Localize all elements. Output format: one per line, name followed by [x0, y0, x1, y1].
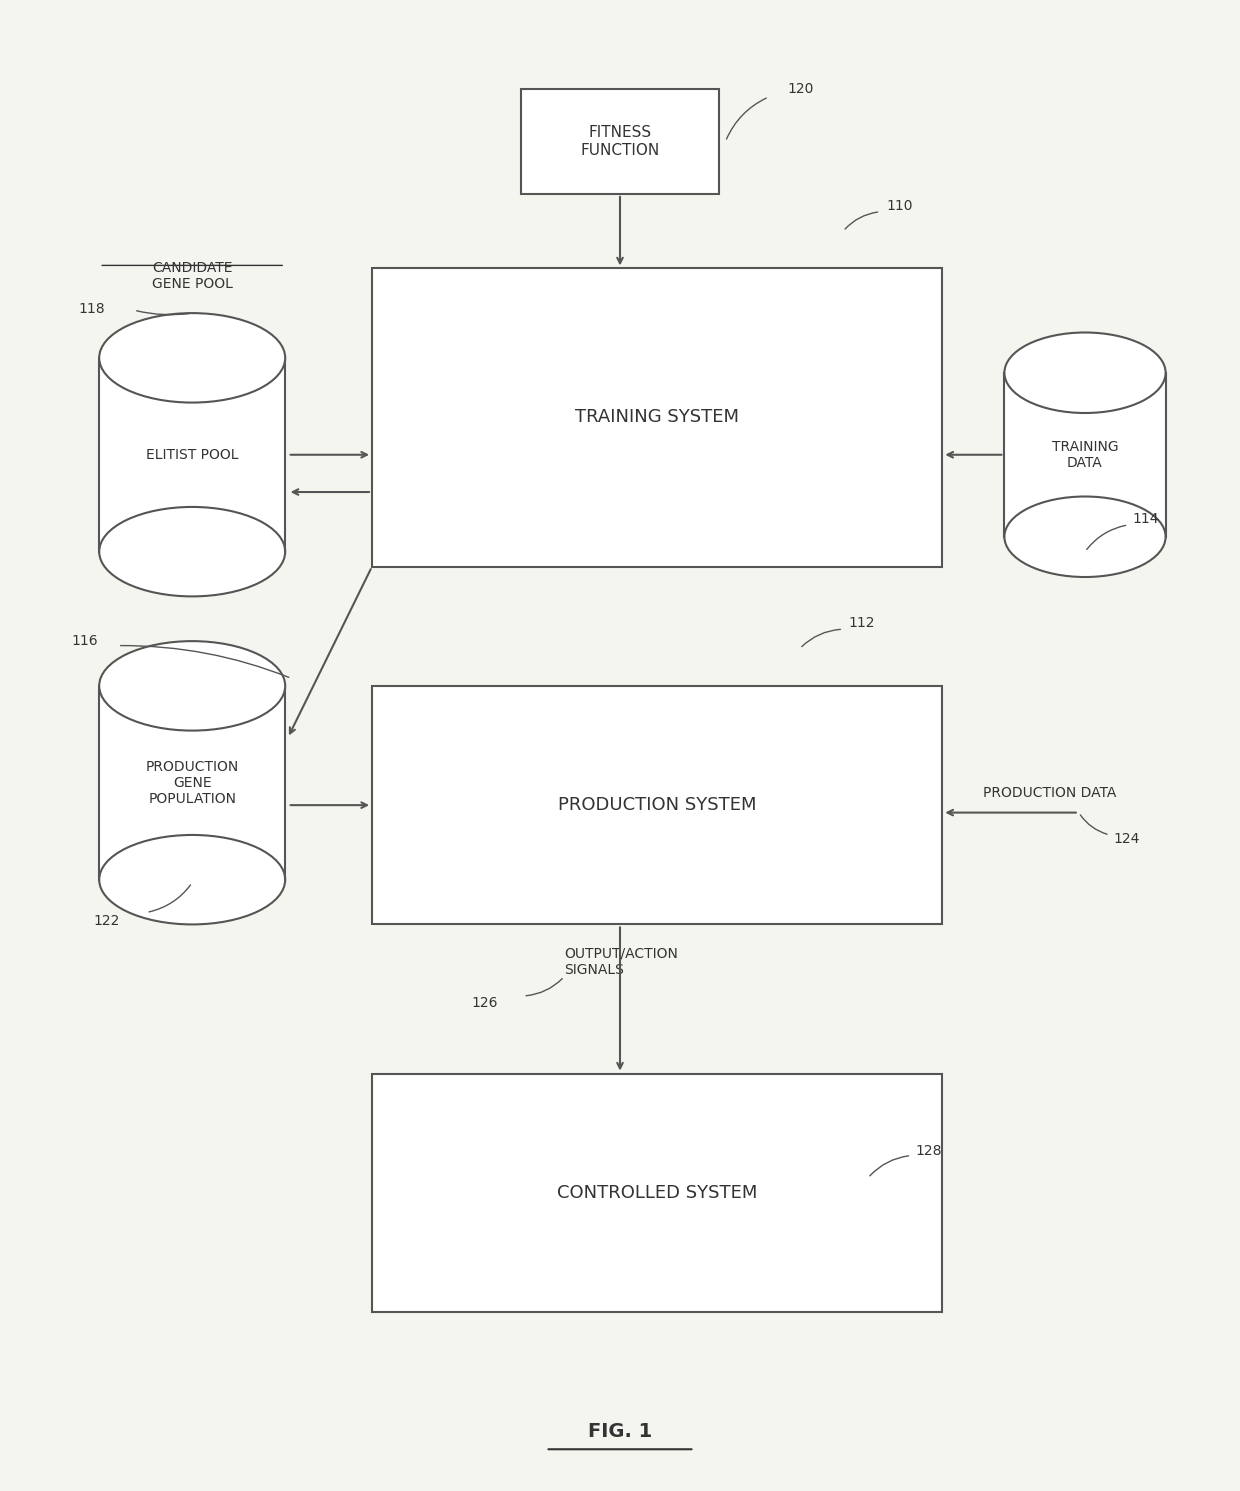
- FancyBboxPatch shape: [372, 686, 942, 924]
- Text: ELITIST POOL: ELITIST POOL: [146, 447, 238, 462]
- Text: 124: 124: [1114, 832, 1140, 847]
- Text: 126: 126: [471, 996, 497, 1011]
- Text: 128: 128: [915, 1144, 941, 1159]
- Ellipse shape: [99, 641, 285, 731]
- Text: FITNESS
FUNCTION: FITNESS FUNCTION: [580, 125, 660, 158]
- Polygon shape: [99, 686, 285, 880]
- Ellipse shape: [99, 835, 285, 924]
- FancyBboxPatch shape: [372, 1074, 942, 1312]
- Text: FIG. 1: FIG. 1: [588, 1422, 652, 1440]
- Text: PRODUCTION
GENE
POPULATION: PRODUCTION GENE POPULATION: [145, 759, 239, 807]
- Text: 120: 120: [787, 82, 813, 97]
- Ellipse shape: [1004, 497, 1166, 577]
- FancyBboxPatch shape: [521, 89, 719, 194]
- Text: CANDIDATE
GENE POOL: CANDIDATE GENE POOL: [151, 261, 233, 291]
- Text: 114: 114: [1132, 511, 1158, 526]
- Text: TRAINING SYSTEM: TRAINING SYSTEM: [575, 409, 739, 426]
- Text: TRAINING
DATA: TRAINING DATA: [1052, 440, 1118, 470]
- Text: 112: 112: [848, 616, 874, 631]
- Ellipse shape: [99, 313, 285, 403]
- Text: 110: 110: [887, 198, 913, 213]
- Ellipse shape: [1004, 332, 1166, 413]
- Text: 122: 122: [93, 914, 119, 929]
- Text: OUTPUT/ACTION
SIGNALS: OUTPUT/ACTION SIGNALS: [564, 947, 678, 977]
- Polygon shape: [99, 358, 285, 552]
- Text: CONTROLLED SYSTEM: CONTROLLED SYSTEM: [557, 1184, 758, 1202]
- Text: PRODUCTION DATA: PRODUCTION DATA: [983, 786, 1117, 801]
- Text: 118: 118: [78, 301, 104, 316]
- Ellipse shape: [99, 507, 285, 596]
- Polygon shape: [1004, 373, 1166, 537]
- Text: 116: 116: [72, 634, 98, 649]
- Text: PRODUCTION SYSTEM: PRODUCTION SYSTEM: [558, 796, 756, 814]
- FancyBboxPatch shape: [372, 268, 942, 567]
